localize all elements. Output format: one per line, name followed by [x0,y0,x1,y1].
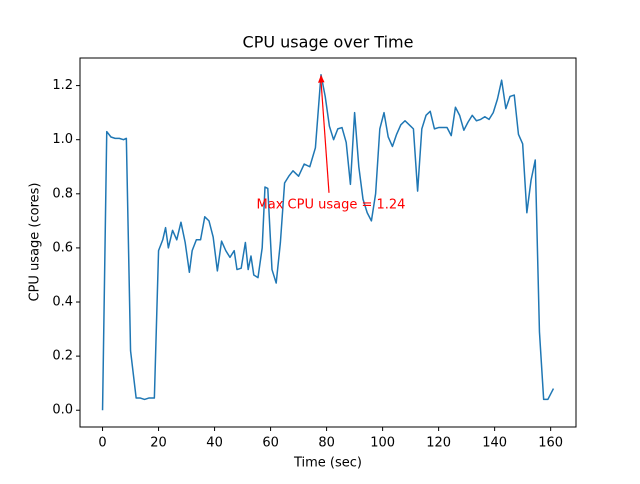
x-tick-label: 100 [370,436,395,451]
y-tick-label: 0.4 [52,295,73,310]
x-tick-label: 80 [318,436,335,451]
y-tick-label: 0.0 [52,403,73,418]
x-tick-label: 20 [150,436,167,451]
x-tick-label: 60 [262,436,279,451]
annotation-arrow [320,80,330,193]
y-tick-label: 1.2 [52,78,73,93]
x-tick-label: 160 [538,436,563,451]
x-tick-label: 40 [206,436,223,451]
x-tick-label: 140 [482,436,507,451]
annotation-text: Max CPU usage = 1.24 [257,197,406,212]
plot-frame [79,57,577,428]
x-tick-label: 0 [98,436,106,451]
y-axis-label: CPU usage (cores) [28,183,43,302]
x-axis-label: Time (sec) [293,456,362,471]
chart-title: CPU usage over Time [243,33,414,52]
x-tick-label: 120 [426,436,451,451]
y-tick-label: 0.2 [52,349,73,364]
y-tick-label: 1.0 [52,132,73,147]
y-tick-label: 0.8 [52,186,73,201]
annotation-arrowhead [317,74,325,83]
line [101,74,555,411]
y-tick-label: 0.6 [52,240,73,255]
